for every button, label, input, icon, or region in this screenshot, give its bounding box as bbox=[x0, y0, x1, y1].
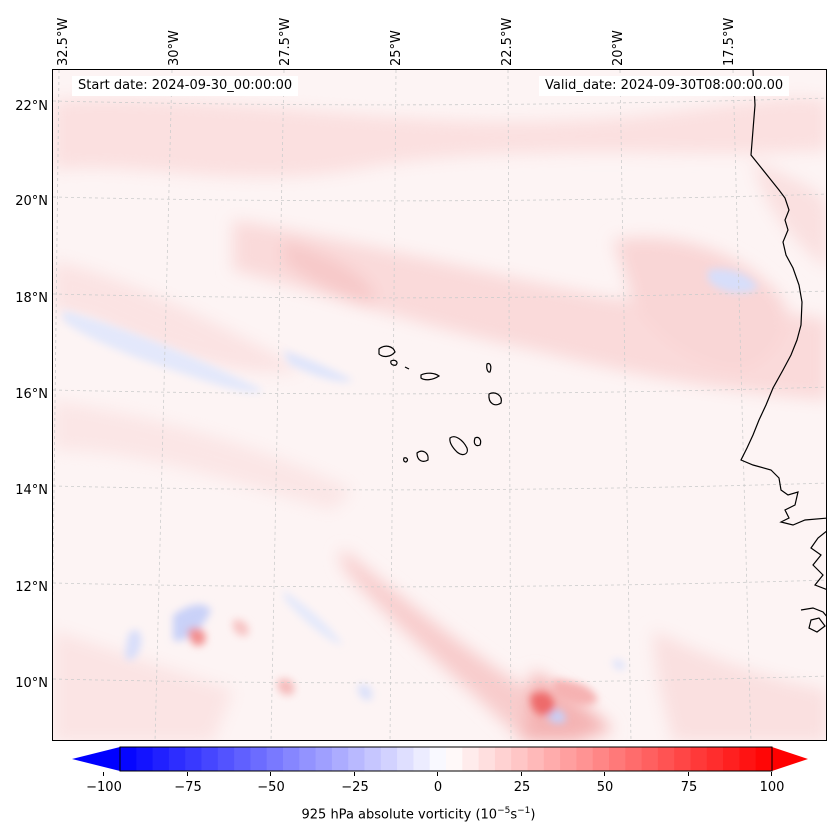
colorbar-cell bbox=[136, 747, 154, 771]
colorbar-cells bbox=[120, 747, 773, 771]
colorbar-cell bbox=[250, 747, 268, 771]
lat-label-22n: 22°N bbox=[15, 99, 48, 114]
lat-label-16n: 16°N bbox=[15, 387, 48, 402]
colorbar-cell bbox=[429, 747, 447, 771]
colorbar-cell bbox=[494, 747, 512, 771]
lon-label-27-5w: 27.5°W bbox=[278, 17, 293, 66]
colorbar-cell bbox=[397, 747, 414, 771]
colorbar-cell bbox=[641, 747, 659, 771]
colorbar-tick-label: −50 bbox=[257, 780, 285, 795]
colorbar-cell bbox=[331, 747, 349, 771]
island-brava bbox=[403, 457, 409, 463]
colorbar-cell bbox=[315, 747, 333, 771]
colorbar-cell bbox=[609, 747, 626, 771]
island-sal bbox=[486, 362, 492, 373]
colorbar-cell bbox=[723, 747, 740, 771]
colorbar-cell bbox=[739, 747, 757, 771]
start-date-label: Start date: 2024-09-30_00:00:00 bbox=[72, 76, 299, 96]
colorbar-tick-label: 50 bbox=[596, 780, 614, 795]
lat-label-18n: 18°N bbox=[15, 291, 48, 306]
colorbar-cell bbox=[543, 747, 561, 771]
colorbar-cell bbox=[234, 747, 251, 771]
colorbar-tick-label: 100 bbox=[759, 780, 785, 795]
colorbar-extend-max bbox=[772, 747, 808, 771]
colorbar-tickmark bbox=[771, 772, 772, 776]
colorbar-cell bbox=[217, 747, 235, 771]
island-maio bbox=[473, 436, 482, 447]
lon-label-22-5w: 22.5°W bbox=[500, 17, 515, 66]
colorbar-cell bbox=[478, 747, 496, 771]
map-canvas bbox=[53, 70, 826, 740]
island-santo-antao bbox=[378, 345, 396, 358]
colorbar-cell bbox=[364, 747, 382, 771]
colorbar-cell bbox=[592, 747, 610, 771]
cabo-verde-islands bbox=[378, 345, 502, 463]
lat-label-14n: 14°N bbox=[15, 483, 48, 498]
colorbar-tickmark bbox=[270, 772, 271, 776]
colorbar-cell bbox=[706, 747, 724, 771]
lon-label-30w: 30°W bbox=[167, 30, 182, 66]
lon-label-17-5w: 17.5°W bbox=[722, 17, 737, 66]
colorbar-cell bbox=[625, 747, 643, 771]
colorbar-extend-min bbox=[72, 747, 120, 771]
colorbar-tick-label: −75 bbox=[174, 780, 202, 795]
island-santiago bbox=[449, 436, 468, 456]
colorbar-tick-label: −25 bbox=[341, 780, 369, 795]
island-sao-nicolau bbox=[420, 372, 441, 381]
colorbar-tick-label: 0 bbox=[433, 780, 443, 795]
colorbar-cell bbox=[560, 747, 577, 771]
colorbar-tickmark bbox=[604, 772, 605, 776]
lat-label-12n: 12°N bbox=[15, 580, 48, 595]
lat-label-20n: 20°N bbox=[15, 194, 48, 209]
colorbar-cell bbox=[527, 747, 545, 771]
colorbar-cell bbox=[283, 747, 300, 771]
colorbar-cell bbox=[168, 747, 186, 771]
graticule bbox=[53, 70, 826, 740]
west-africa-coastline bbox=[740, 70, 826, 526]
lon-label-20w: 20°W bbox=[611, 30, 626, 66]
colorbar-cell bbox=[446, 747, 463, 771]
colorbar-cell bbox=[185, 747, 202, 771]
colorbar-tickmark bbox=[437, 772, 438, 776]
colorbar-tickmark bbox=[521, 772, 522, 776]
colorbar-cell bbox=[380, 747, 398, 771]
colorbar-label: 925 hPa absolute vorticity (10−5s−1) bbox=[301, 806, 536, 823]
colorbar-cell bbox=[674, 747, 691, 771]
colorbar-cell bbox=[657, 747, 675, 771]
colorbar-cell bbox=[299, 747, 317, 771]
island-fogo bbox=[416, 450, 429, 462]
colorbar-tickmark bbox=[187, 772, 188, 776]
colorbar-tickmark bbox=[688, 772, 689, 776]
colorbar-cell bbox=[511, 747, 528, 771]
colorbar-outline bbox=[119, 746, 773, 772]
colorbar-tick-label: −100 bbox=[86, 780, 122, 795]
colorbar-cell bbox=[690, 747, 708, 771]
vorticity-field-details bbox=[63, 268, 758, 724]
colorbar-cell bbox=[755, 747, 773, 771]
colorbar-cell bbox=[201, 747, 219, 771]
colorbar-tick-label: 75 bbox=[680, 780, 698, 795]
island-sao-vicente bbox=[390, 359, 398, 366]
vorticity-field-patches bbox=[53, 97, 826, 740]
colorbar-cell bbox=[576, 747, 594, 771]
colorbar-cell bbox=[120, 747, 137, 771]
island-boa-vista bbox=[488, 392, 502, 406]
valid-date-label: Valid_date: 2024-09-30T08:00:00.00 bbox=[539, 76, 790, 96]
colorbar-cell bbox=[152, 747, 170, 771]
vorticity-map bbox=[52, 69, 827, 741]
colorbar-tickmark bbox=[354, 772, 355, 776]
lon-label-32-5w: 32.5°W bbox=[56, 17, 71, 66]
colorbar-cell bbox=[266, 747, 284, 771]
colorbar-tick-label: 25 bbox=[513, 780, 531, 795]
colorbar-tickmark bbox=[103, 772, 104, 776]
colorbar-cell bbox=[413, 747, 431, 771]
island-santa-luzia bbox=[404, 366, 410, 370]
lon-label-25w: 25°W bbox=[389, 30, 404, 66]
lat-label-10n: 10°N bbox=[15, 676, 48, 691]
coastline-guinea-bissau bbox=[800, 530, 826, 633]
colorbar bbox=[72, 746, 808, 772]
colorbar-cell bbox=[348, 747, 365, 771]
colorbar-cell bbox=[462, 747, 480, 771]
